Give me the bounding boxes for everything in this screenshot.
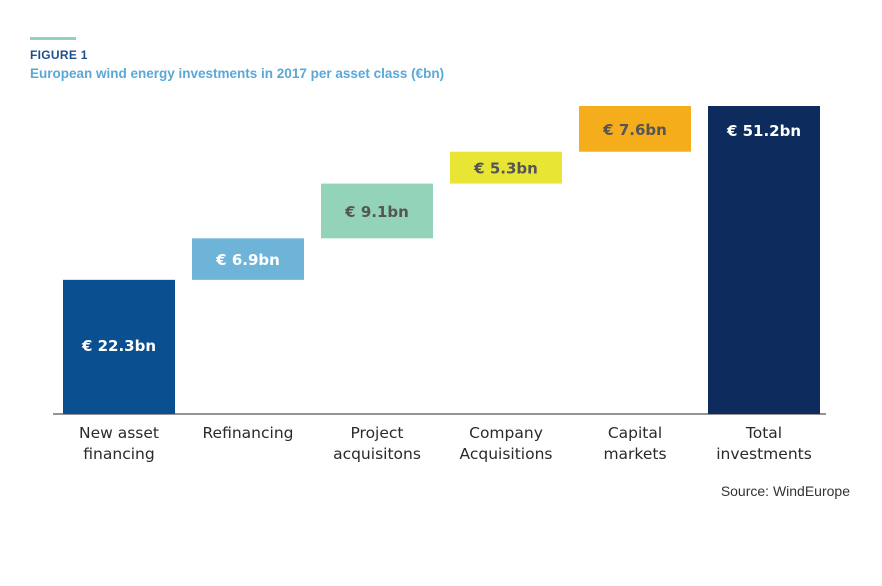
category-label-line: Total bbox=[745, 424, 782, 442]
bar-value-label-4: € 7.6bn bbox=[602, 121, 667, 139]
accent-line bbox=[30, 37, 76, 40]
category-label-4: Capital markets bbox=[603, 424, 666, 463]
bar-2 bbox=[321, 183, 433, 239]
bar-value-label-3: € 5.3bn bbox=[473, 160, 538, 178]
category-label-line: markets bbox=[603, 445, 666, 463]
bar-value-label-0: € 22.3bn bbox=[81, 337, 156, 355]
category-label-line: Capital bbox=[608, 424, 662, 442]
category-label-line: New asset bbox=[79, 424, 159, 442]
category-label-line: Acquisitions bbox=[460, 445, 553, 463]
source-note: Source: WindEurope bbox=[720, 483, 850, 499]
category-label-1: Refinancing bbox=[202, 424, 293, 442]
category-label-2: Project acquisitons bbox=[333, 424, 421, 463]
category-label-line: financing bbox=[83, 445, 154, 463]
bar-value-label-2: € 9.1bn bbox=[344, 203, 409, 221]
category-label-line: Project bbox=[350, 424, 403, 442]
category-label-line: Refinancing bbox=[202, 424, 293, 442]
category-label-3: Company Acquisitions bbox=[460, 424, 553, 463]
bar-1 bbox=[192, 238, 304, 280]
bar-3 bbox=[450, 151, 562, 184]
category-label-line: investments bbox=[716, 445, 812, 463]
bar-4 bbox=[579, 106, 691, 152]
bar-0 bbox=[63, 279, 175, 414]
bar-value-label-5: € 51.2bn bbox=[726, 122, 801, 140]
bar-value-label-1: € 6.9bn bbox=[215, 251, 280, 269]
chart-title: European wind energy investments in 2017… bbox=[30, 66, 445, 81]
category-label-line: acquisitons bbox=[333, 445, 421, 463]
bar-5 bbox=[708, 106, 820, 414]
figure-label: FIGURE 1 bbox=[30, 48, 88, 62]
category-label-5: Total investments bbox=[716, 424, 812, 463]
category-label-0: New asset financing bbox=[79, 424, 159, 463]
category-label-line: Company bbox=[469, 424, 543, 442]
